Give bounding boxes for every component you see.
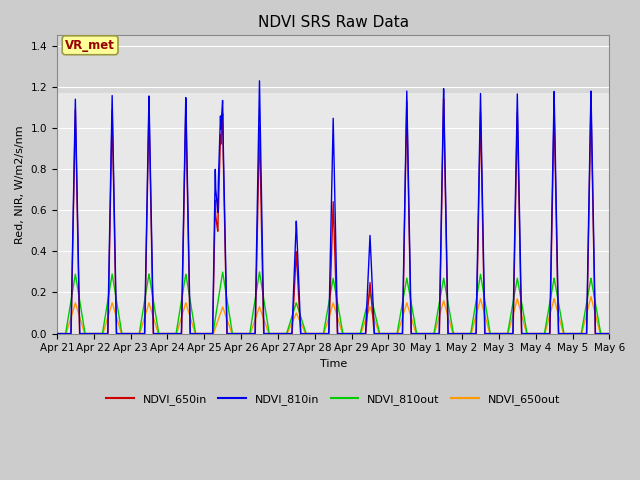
NDVI_810in (264, 331, 272, 336)
NDVI_810in (508, 331, 515, 336)
NDVI_650in (53, 331, 61, 336)
X-axis label: Time: Time (319, 359, 347, 369)
NDVI_810out (53, 331, 61, 336)
NDVI_650in (508, 331, 515, 336)
NDVI_650out (385, 331, 392, 336)
NDVI_810in (154, 331, 161, 336)
NDVI_810out (154, 322, 161, 327)
Legend: NDVI_650in, NDVI_810in, NDVI_810out, NDVI_650out: NDVI_650in, NDVI_810in, NDVI_810out, NDV… (102, 390, 564, 409)
NDVI_650out (465, 331, 473, 336)
NDVI_650out (605, 331, 613, 336)
NDVI_650out (264, 329, 272, 335)
NDVI_810in (53, 331, 61, 336)
NDVI_650in (264, 331, 272, 336)
NDVI_650in (412, 331, 420, 336)
NDVI_810out (412, 329, 420, 335)
NDVI_810in (385, 331, 392, 336)
NDVI_810out (385, 331, 392, 336)
Line: NDVI_650in: NDVI_650in (57, 99, 609, 334)
Y-axis label: Red, NIR, W/m2/s/nm: Red, NIR, W/m2/s/nm (15, 125, 25, 244)
Line: NDVI_810in: NDVI_810in (57, 81, 609, 334)
Line: NDVI_810out: NDVI_810out (57, 272, 609, 334)
NDVI_810out (605, 331, 613, 336)
NDVI_650out (53, 331, 61, 336)
Line: NDVI_650out: NDVI_650out (57, 297, 609, 334)
NDVI_650in (154, 331, 161, 336)
NDVI_650in (440, 96, 447, 102)
NDVI_650in (605, 331, 613, 336)
NDVI_650in (385, 331, 392, 336)
NDVI_810in (255, 78, 263, 84)
NDVI_650out (154, 327, 161, 333)
NDVI_810out (264, 324, 272, 329)
NDVI_810out (465, 331, 473, 336)
NDVI_810in (412, 331, 420, 336)
Text: VR_met: VR_met (65, 39, 115, 52)
NDVI_650out (508, 319, 515, 325)
NDVI_810in (465, 331, 473, 336)
NDVI_810in (605, 331, 613, 336)
NDVI_650in (465, 331, 473, 336)
Bar (57, 36, 609, 93)
NDVI_810out (255, 269, 263, 275)
Title: NDVI SRS Raw Data: NDVI SRS Raw Data (257, 15, 409, 30)
NDVI_810out (508, 310, 515, 315)
NDVI_650out (587, 294, 595, 300)
NDVI_650out (412, 331, 420, 336)
